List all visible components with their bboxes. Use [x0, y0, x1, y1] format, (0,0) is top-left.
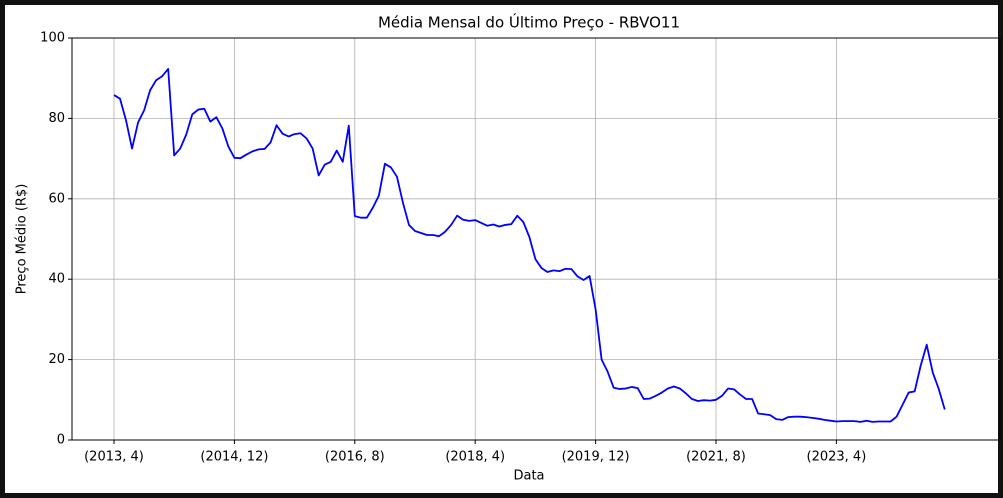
y-tick-label: 60 [48, 191, 65, 206]
x-tick-label: (2021, 8) [686, 450, 746, 465]
background [5, 5, 998, 493]
x-tick-label: (2013, 4) [84, 450, 144, 465]
x-axis-label: Data [513, 469, 544, 484]
x-tick-label: (2023, 4) [807, 450, 867, 465]
x-tick-label: (2019, 12) [562, 450, 630, 465]
x-tick-label: (2018, 4) [445, 450, 505, 465]
chart-title: Média Mensal do Último Preço - RBVO11 [378, 13, 680, 32]
x-tick-label: (2016, 8) [325, 450, 385, 465]
y-tick-label: 20 [48, 352, 65, 367]
y-tick-label: 0 [57, 433, 65, 448]
y-tick-label: 80 [48, 111, 65, 126]
y-tick-label: 100 [40, 31, 65, 46]
y-tick-label: 40 [48, 272, 65, 287]
y-axis-label: Preço Médio (R$) [15, 184, 30, 295]
data-line [113, 68, 946, 423]
x-tick-label: (2014, 12) [200, 450, 268, 465]
plot-frame [71, 37, 1001, 441]
